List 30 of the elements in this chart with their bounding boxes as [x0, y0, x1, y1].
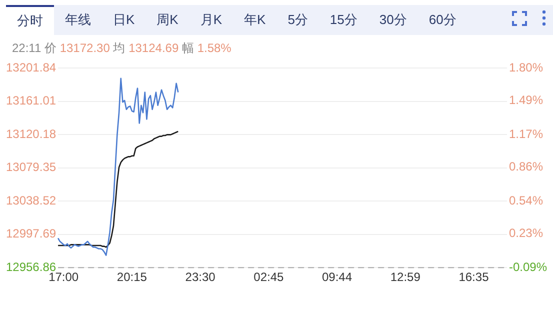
text: 15分 [328, 11, 358, 29]
x-tick-label: 20:15 [116, 270, 148, 284]
y-tick-label: 13079.35 [6, 160, 56, 174]
y2-tick-label: -0.09% [508, 260, 548, 274]
y-tick-label: 13161.01 [6, 94, 56, 108]
y-tick-label: 12997.69 [6, 226, 56, 241]
y2-tick-label: 0.54% [508, 193, 544, 208]
text: 年线 [64, 11, 92, 29]
y2-tick-label: 1.80% [508, 60, 544, 74]
x-tick-label: 23:30 [185, 270, 216, 284]
y2-tick-label: 1.17% [508, 126, 544, 141]
y2-tick-label: 0.23% [508, 226, 544, 240]
y-tick-label: 13201.84 [6, 60, 56, 74]
text: 60分 [428, 11, 458, 29]
chart-subtitle: 22:11 价 13172.30 均 13124.69 幅 1.58% [12, 41, 232, 55]
text: 5分 [286, 11, 309, 29]
text: 年K [243, 11, 267, 29]
text: 分时 [6, 5, 54, 35]
x-tick-label: 02:45 [254, 270, 284, 284]
x-tick-label: 09:44 [322, 270, 352, 284]
y-tick-label: 13038.52 [6, 193, 56, 208]
x-tick-label: 16:35 [458, 270, 490, 284]
text: 周K [156, 11, 180, 29]
text: 月K [199, 11, 224, 29]
text: 30分 [378, 11, 408, 29]
x-tick-label: 12:59 [390, 270, 421, 284]
text: 日K [112, 11, 136, 29]
y2-tick-label: 1.49% [508, 93, 544, 108]
y-tick-label: 13120.18 [6, 126, 56, 141]
y2-tick-label: 0.86% [508, 160, 544, 174]
